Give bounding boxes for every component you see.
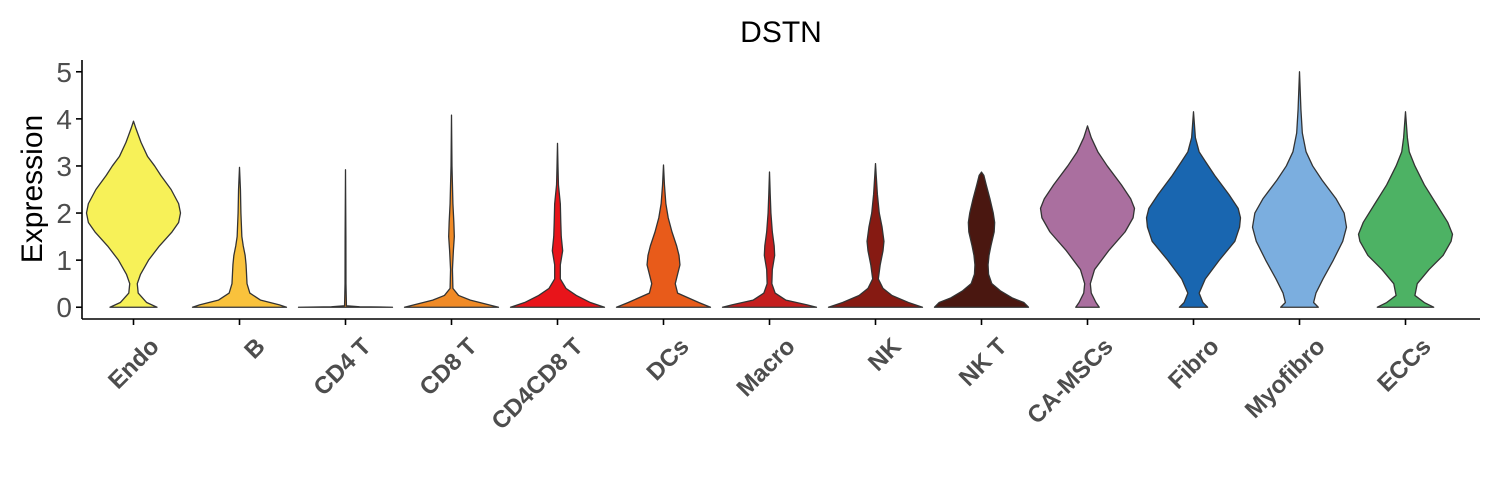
x-tick-label-ca-mscs: CA-MSCs bbox=[1022, 333, 1118, 429]
x-tick-label-myofibro: Myofibro bbox=[1240, 333, 1331, 424]
x-ticks: Endo B CD4 T CD8 T CD4CD8 T DCs Macro NK NK T CA-… bbox=[103, 319, 1437, 435]
violin-cd8-t bbox=[403, 114, 500, 308]
violin-endo bbox=[85, 120, 182, 308]
x-tick-label-endo: Endo bbox=[103, 333, 165, 395]
chart-title: DSTN bbox=[740, 16, 822, 49]
x-tick-label-b: B bbox=[239, 333, 270, 364]
x-tick-label-dcs: DCs bbox=[642, 333, 695, 386]
violin-b bbox=[191, 166, 288, 308]
violin-cd4-t bbox=[297, 169, 394, 308]
x-tick-label-cd8-t: CD8 T bbox=[414, 333, 482, 401]
y-axis-label: Expression bbox=[16, 115, 49, 263]
violin-nk-t bbox=[933, 171, 1030, 308]
x-tick-label-cd4cd8-t: CD4CD8 T bbox=[487, 333, 589, 435]
violin-dcs bbox=[615, 164, 712, 308]
y-tick-label: 5 bbox=[56, 57, 72, 88]
violin-ca-mscs bbox=[1039, 125, 1136, 308]
x-tick-label-nk-t: NK T bbox=[954, 333, 1013, 392]
violin-fibro bbox=[1145, 111, 1242, 308]
y-tick-label: 0 bbox=[56, 292, 72, 323]
violin-eccs bbox=[1357, 111, 1454, 308]
violin-myofibro bbox=[1251, 71, 1348, 308]
violin-nk bbox=[827, 162, 924, 308]
violin-macro bbox=[721, 171, 818, 308]
violin-cd4cd8-t bbox=[509, 142, 606, 308]
y-ticks: 0 1 2 3 4 5 bbox=[56, 57, 82, 323]
y-tick-label: 3 bbox=[56, 151, 72, 182]
y-tick-label: 1 bbox=[56, 245, 72, 276]
y-tick-label: 2 bbox=[56, 198, 72, 229]
x-tick-label-eccs: ECCs bbox=[1372, 333, 1436, 397]
x-tick-label-cd4-t: CD4 T bbox=[308, 333, 376, 401]
x-tick-label-nk: NK bbox=[863, 333, 907, 377]
x-tick-label-macro: Macro bbox=[732, 333, 801, 402]
x-tick-label-fibro: Fibro bbox=[1163, 333, 1225, 395]
y-tick-label: 4 bbox=[56, 104, 72, 135]
violins-layer bbox=[85, 71, 1454, 308]
